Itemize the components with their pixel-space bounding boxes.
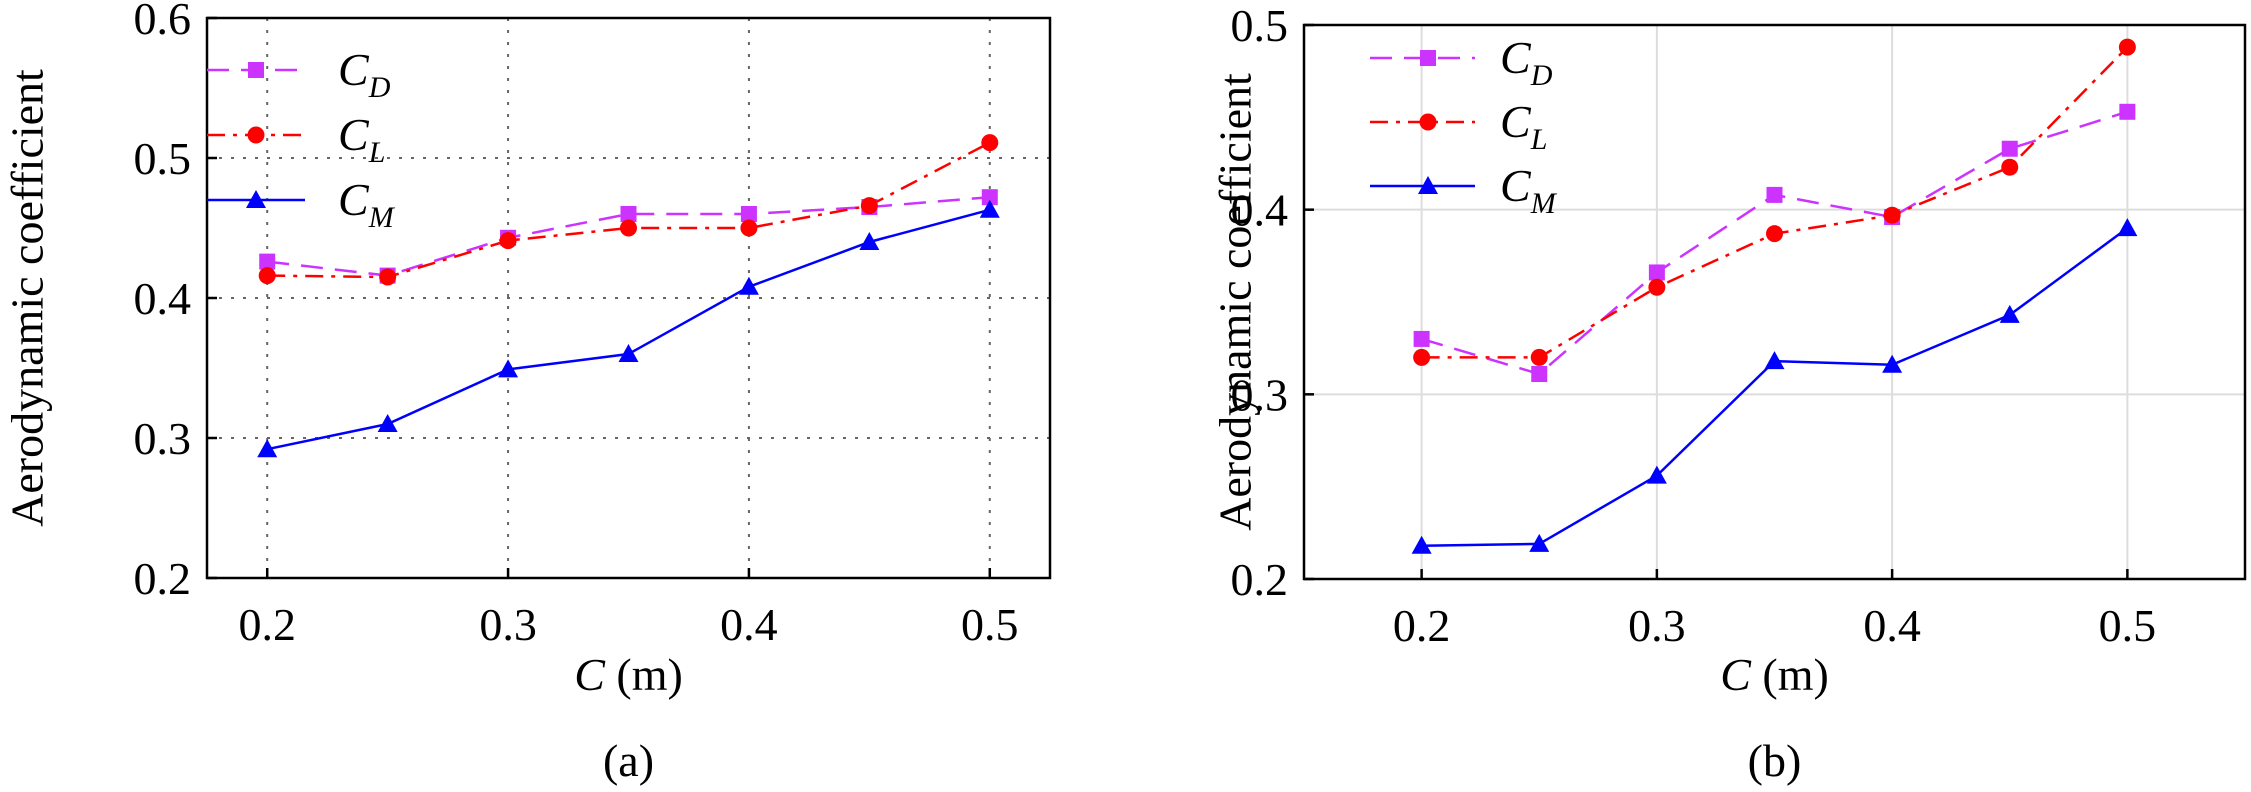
x-tick-label: 0.2: [1393, 600, 1451, 651]
series-CM: [257, 199, 1000, 458]
data-point: [1648, 264, 1665, 281]
x-tick-label: 0.4: [1863, 600, 1921, 651]
data-point: [1766, 186, 1783, 203]
legend-marker: [1419, 113, 1437, 131]
legend-entry: CL: [1370, 96, 1547, 156]
data-point: [738, 276, 759, 295]
data-point: [1999, 304, 2020, 323]
data-point: [860, 197, 878, 215]
legend-label: CM: [1500, 160, 1558, 220]
y-tick-label: 0.3: [1231, 369, 1289, 420]
legend-label: CD: [338, 44, 391, 104]
y-axis-label: Aerodynamic coefficient: [2, 69, 53, 527]
data-point: [618, 344, 639, 362]
data-point: [620, 206, 637, 222]
data-point: [499, 232, 517, 250]
data-point: [740, 206, 757, 222]
data-point: [1411, 535, 1432, 554]
legend-label: CM: [338, 174, 396, 234]
y-tick-label: 0.2: [134, 553, 192, 604]
data-point: [979, 199, 1000, 218]
legend-marker: [1418, 176, 1438, 194]
data-point: [740, 219, 758, 237]
data-point: [1531, 366, 1548, 383]
x-tick-label: 0.4: [720, 599, 778, 650]
legend-label: CL: [1500, 96, 1547, 156]
y-tick-label: 0.5: [134, 133, 192, 184]
y-tick-label: 0.5: [1231, 0, 1289, 51]
y-tick-label: 0.4: [1231, 185, 1289, 236]
data-point: [258, 267, 276, 285]
y-axis-label: Aerodynamic coefficient: [1210, 73, 1261, 531]
data-point: [620, 219, 637, 237]
data-point: [1529, 533, 1550, 552]
data-point: [859, 232, 880, 250]
data-point: [1413, 348, 1431, 366]
series-line: [266, 208, 991, 451]
data-point: [1530, 348, 1548, 366]
chart-panel-b: 0.2 0.3 0.4 0.5 0.2 0.3 0.4 0.5 C (m) Aerodynamic…: [1210, 0, 2247, 786]
legend-marker: [246, 190, 266, 208]
legend-entry: CD: [1370, 32, 1553, 92]
x-axis-label: C (m): [1720, 649, 1829, 700]
data-point: [1648, 278, 1666, 296]
legend-marker: [1420, 50, 1436, 66]
data-point: [2119, 103, 2136, 120]
x-tick-label: 0.2: [238, 599, 296, 650]
data-point: [1646, 465, 1667, 484]
legend-entry: CM: [207, 174, 396, 234]
data-point: [981, 189, 998, 206]
series-line: [1421, 227, 2129, 548]
series-CL: [1413, 38, 2136, 366]
plot-frame: [1302, 23, 2247, 581]
data-point: [2118, 38, 2136, 56]
x-tick-label: 0.3: [1628, 600, 1686, 651]
series-CM: [1411, 218, 2138, 554]
legend-marker: [248, 62, 264, 78]
data-point: [1882, 354, 1903, 373]
data-point: [1413, 330, 1430, 347]
data-point: [2001, 158, 2019, 176]
series-line: [1421, 110, 2128, 376]
x-axis-label: C (m): [574, 649, 683, 700]
data-point: [1883, 206, 1901, 224]
chart-panel-a: 0.2 0.3 0.4 0.5 0.2 0.3 0.4 0.5 0.6 C (m) Aerodyna…: [2, 0, 1052, 786]
y-tick-label: 0.4: [134, 273, 192, 324]
x-tick-label: 0.3: [479, 599, 537, 650]
legend-entry: CM: [1370, 160, 1558, 220]
panel-label: (b): [1748, 735, 1802, 786]
series-CL: [258, 134, 999, 286]
data-point: [377, 414, 398, 432]
data-point: [2117, 218, 2138, 237]
data-point: [498, 359, 519, 378]
legend-entry: CL: [207, 109, 385, 169]
legend-entry: CD: [207, 44, 391, 104]
legend-marker: [247, 126, 265, 144]
y-tick-label: 0.3: [134, 413, 192, 464]
data-point: [379, 268, 397, 286]
data-point: [1766, 225, 1783, 243]
data-point: [1764, 351, 1785, 370]
legend-label: CL: [338, 109, 385, 169]
data-point: [981, 134, 999, 152]
x-tick-label: 0.5: [2099, 600, 2157, 651]
legend-label: CD: [1500, 32, 1553, 92]
y-tick-label: 0.2: [1231, 554, 1289, 605]
y-tick-label: 0.6: [134, 0, 192, 44]
data-point: [257, 439, 278, 458]
panel-label: (a): [603, 735, 654, 786]
x-tick-label: 0.5: [961, 599, 1019, 650]
data-point: [259, 253, 276, 270]
data-point: [2001, 140, 2018, 157]
